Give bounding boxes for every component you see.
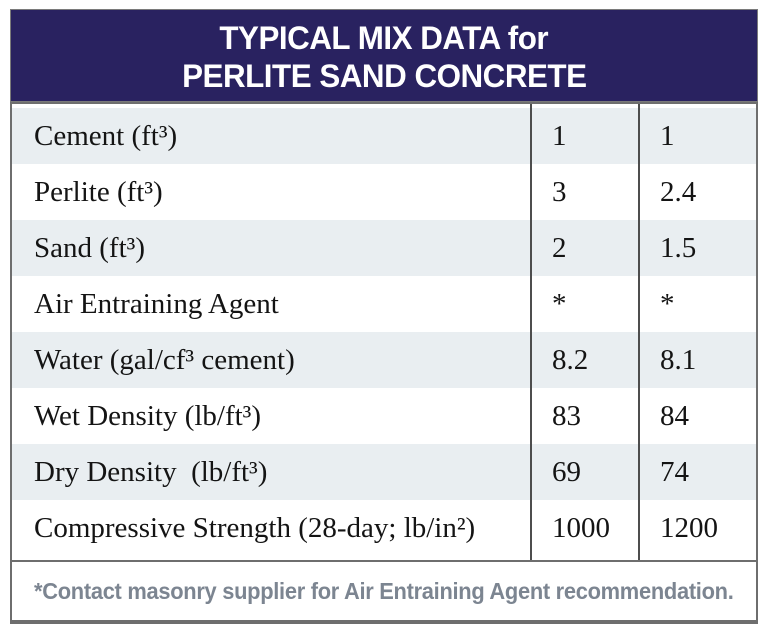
column-divider-1 bbox=[530, 104, 532, 560]
row-value-col1: * bbox=[552, 287, 567, 320]
row-value-col2: 1 bbox=[660, 119, 675, 152]
table-row: Dry Density (lb/ft³) 69 74 bbox=[12, 444, 756, 500]
row-value-col2: * bbox=[660, 287, 675, 320]
row-value-col1: 69 bbox=[552, 455, 581, 488]
row-value-col1: 1 bbox=[552, 119, 567, 152]
row-label: Wet Density (lb/ft³) bbox=[34, 399, 262, 432]
row-value-col2: 74 bbox=[660, 455, 689, 488]
footnote-row: *Contact masonry supplier for Air Entrai… bbox=[12, 560, 756, 620]
row-label: Air Entraining Agent bbox=[34, 287, 279, 320]
table-row: Sand (ft³) 2 1.5 bbox=[12, 220, 756, 276]
table-title-header: TYPICAL MIX DATA for PERLITE SAND CONCRE… bbox=[10, 9, 758, 102]
row-value-col1: 8.2 bbox=[552, 343, 589, 376]
row-value-col2: 84 bbox=[660, 399, 689, 432]
row-value-col2: 1200 bbox=[660, 511, 718, 544]
row-value-col1: 2 bbox=[552, 231, 567, 264]
row-value-col2: 8.1 bbox=[660, 343, 697, 376]
table-body: Cement (ft³) 1 1 Perlite (ft³) 3 2.4 Sand (ft³… bbox=[10, 102, 758, 624]
table-row: Wet Density (lb/ft³) 83 84 bbox=[12, 388, 756, 444]
table-title-line2: PERLITE SAND CONCRETE bbox=[181, 57, 587, 94]
table-title-line1: TYPICAL MIX DATA for bbox=[219, 19, 549, 56]
footnote-text: *Contact masonry supplier for Air Entrai… bbox=[34, 577, 734, 604]
row-label: Compressive Strength (28-day; lb/in²) bbox=[34, 511, 476, 544]
table-row: Air Entraining Agent * * bbox=[12, 276, 756, 332]
table-rows: Cement (ft³) 1 1 Perlite (ft³) 3 2.4 Sand (ft³… bbox=[12, 104, 756, 560]
table-row: Perlite (ft³) 3 2.4 bbox=[12, 164, 756, 220]
row-label: Cement (ft³) bbox=[34, 119, 178, 152]
table-row: Water (gal/cf³ cement) 8.2 8.1 bbox=[12, 332, 756, 388]
row-value-col2: 2.4 bbox=[660, 175, 697, 208]
row-value-col1: 1000 bbox=[552, 511, 610, 544]
row-label: Sand (ft³) bbox=[34, 231, 145, 264]
row-value-col2: 1.5 bbox=[660, 231, 697, 264]
row-label: Perlite (ft³) bbox=[34, 175, 163, 208]
column-divider-2 bbox=[638, 104, 640, 560]
table-row: Compressive Strength (28-day; lb/in²) 100… bbox=[12, 500, 756, 556]
row-value-col1: 83 bbox=[552, 399, 581, 432]
row-label: Dry Density (lb/ft³) bbox=[34, 455, 268, 488]
row-value-col1: 3 bbox=[552, 175, 567, 208]
row-label: Water (gal/cf³ cement) bbox=[34, 343, 295, 376]
table-row: Cement (ft³) 1 1 bbox=[12, 108, 756, 164]
